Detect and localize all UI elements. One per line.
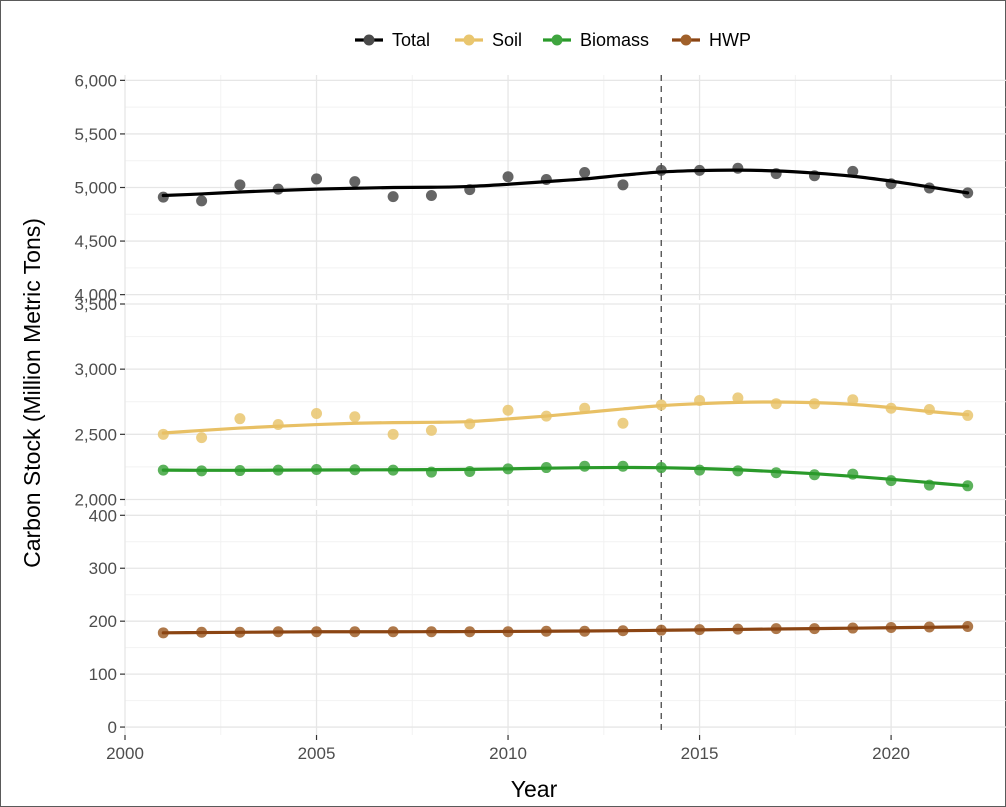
trend-line-biomass — [161, 465, 970, 488]
legend-swatch-point — [463, 34, 475, 46]
y-tick-label: 3,500 — [74, 295, 117, 314]
legend-swatch-point — [680, 34, 692, 46]
data-point-soil — [311, 407, 323, 419]
data-point-biomass — [464, 465, 476, 477]
data-point-total — [234, 179, 246, 191]
legend-swatch-point — [551, 34, 563, 46]
data-point-total — [502, 171, 514, 183]
y-axis-title: Carbon Stock (Million Metric Tons) — [19, 218, 45, 568]
data-point-soil — [425, 424, 437, 436]
x-tick-label: 2005 — [298, 744, 336, 763]
trend-line-soil — [161, 400, 970, 435]
data-point-total — [847, 165, 859, 177]
data-point-total — [349, 176, 361, 188]
y-tick-label: 5,000 — [74, 179, 117, 198]
data-point-total — [579, 167, 591, 178]
data-point-soil — [234, 413, 246, 425]
y-tick-label: 0 — [108, 718, 117, 737]
x-tick-label: 2010 — [489, 744, 527, 763]
y-tick-label: 2,000 — [74, 490, 117, 509]
x-tick-label: 2000 — [106, 744, 144, 763]
data-point-soil — [349, 411, 361, 423]
y-tick-label: 3,000 — [74, 360, 117, 379]
y-tick-label: 4,500 — [74, 232, 117, 251]
data-point-soil — [847, 394, 859, 406]
legend-label-hwp: HWP — [709, 30, 751, 50]
data-point-total — [311, 173, 323, 185]
data-point-soil — [196, 432, 208, 444]
data-point-total — [425, 190, 437, 202]
data-point-soil — [770, 398, 782, 410]
legend-label-biomass: Biomass — [580, 30, 649, 50]
legend-swatch-point — [363, 34, 375, 46]
data-point-total — [617, 179, 629, 191]
data-point-soil — [502, 404, 514, 416]
data-point-soil — [617, 417, 629, 429]
data-point-soil — [387, 428, 399, 440]
y-tick-label: 200 — [89, 612, 117, 631]
legend-label-soil: Soil — [492, 30, 522, 50]
x-tick-label: 2020 — [872, 744, 910, 763]
y-tick-label: 2,500 — [74, 425, 117, 444]
trend-line-hwp — [161, 625, 970, 635]
y-tick-label: 100 — [89, 665, 117, 684]
y-tick-label: 400 — [89, 506, 117, 525]
data-point-total — [157, 191, 169, 203]
x-axis-title: Year — [511, 776, 558, 802]
trend-line-total — [161, 168, 970, 198]
y-tick-label: 4,000 — [74, 286, 117, 305]
data-point-total — [732, 162, 744, 174]
y-tick-label: 300 — [89, 559, 117, 578]
y-tick-label: 5,500 — [74, 125, 117, 144]
x-tick-label: 2015 — [681, 744, 719, 763]
data-point-total — [196, 195, 208, 207]
y-tick-label: 6,000 — [74, 71, 117, 90]
legend-label-total: Total — [392, 30, 430, 50]
data-point-total — [387, 191, 399, 203]
data-point-soil — [732, 392, 744, 404]
